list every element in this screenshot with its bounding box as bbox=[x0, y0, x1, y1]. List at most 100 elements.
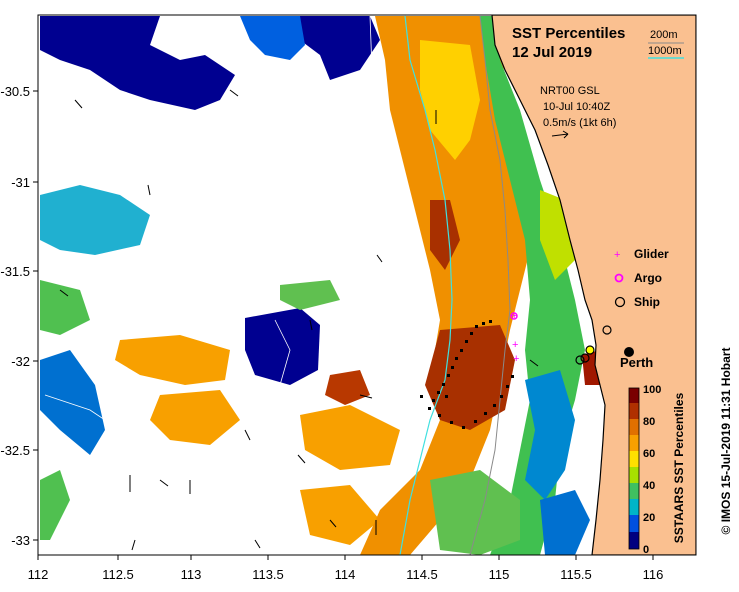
current-arrow bbox=[529, 359, 539, 367]
perth-label: Perth bbox=[620, 355, 653, 370]
x-axis-labels: 112 112.5 113 113.5 114 114.5 115 115.5 … bbox=[28, 567, 664, 582]
glider-legend-symbol: + bbox=[614, 249, 620, 261]
sst-patch-n-cold bbox=[300, 16, 380, 80]
axis-ticks bbox=[33, 90, 654, 560]
current-scale-arrow bbox=[551, 133, 569, 137]
map-date: 12 Jul 2019 bbox=[512, 44, 592, 61]
colorbar-bin bbox=[629, 499, 639, 515]
colorbar-tick: 40 bbox=[643, 480, 655, 492]
current-arrow bbox=[59, 289, 69, 297]
current-legend: NRT00 GSL 10-Jul 10:40Z 0.5m/s (1kt 6h) bbox=[540, 85, 616, 139]
land-mass bbox=[491, 15, 696, 555]
glider-track bbox=[420, 320, 514, 429]
y-tick-label: -32 bbox=[11, 354, 30, 369]
perth-marker bbox=[624, 347, 634, 357]
plot-frame bbox=[37, 14, 697, 556]
x-tick-label: 114.5 bbox=[406, 567, 438, 582]
ship-marker bbox=[580, 353, 590, 363]
x-tick-label: 115 bbox=[489, 567, 510, 582]
x-tick-label: 113 bbox=[181, 567, 202, 582]
credit-text: © IMOS 15-Jul-2019 11:31 Hobart bbox=[719, 348, 733, 535]
isobath-1000m-label: 1000m bbox=[648, 45, 682, 57]
current-arrow bbox=[376, 254, 383, 263]
isobath-legend: 200m 1000m bbox=[648, 29, 684, 59]
sst-patch-w-mixed bbox=[40, 185, 150, 255]
current-arrow bbox=[329, 519, 337, 528]
sst-patch-south-blue bbox=[540, 490, 590, 555]
platform-markers: + + + bbox=[510, 310, 612, 365]
sst-patch-c-green bbox=[280, 280, 340, 310]
colorbar-tick: 80 bbox=[643, 416, 655, 428]
isobath-west-2 bbox=[274, 319, 291, 386]
colorbar-bin bbox=[629, 388, 639, 403]
current-arrow bbox=[74, 99, 83, 109]
x-tick-label: 113.5 bbox=[252, 567, 284, 582]
glider-marker: + bbox=[512, 339, 518, 351]
sst-field bbox=[40, 16, 602, 555]
isobath-200m bbox=[469, 15, 511, 555]
colorbar-title: SSTAARS SST Percentiles bbox=[672, 392, 686, 543]
plot-area: + + + bbox=[38, 15, 696, 555]
x-tick-label: 112 bbox=[28, 567, 49, 582]
ship-marker bbox=[602, 325, 612, 335]
isobath-200m-label: 200m bbox=[650, 29, 678, 41]
sst-patch-c-orange-1 bbox=[115, 335, 230, 385]
argo-legend-symbol bbox=[614, 273, 624, 283]
y-tick-label: -33 bbox=[11, 533, 30, 548]
colorbar-tick: 0 bbox=[643, 544, 649, 556]
sst-patch-n-mid bbox=[240, 16, 305, 60]
current-arrow bbox=[359, 394, 373, 399]
x-tick-label: 114 bbox=[335, 567, 356, 582]
ship-legend-label: Ship bbox=[634, 295, 660, 309]
sst-patch-c-orange-3 bbox=[300, 405, 400, 470]
isobath-1000m bbox=[399, 15, 453, 555]
current-arrow bbox=[229, 89, 239, 97]
argo-legend-label: Argo bbox=[634, 271, 662, 285]
y-tick-label: -31.5 bbox=[0, 264, 30, 279]
current-vectors bbox=[59, 89, 539, 551]
colorbar-tick: 60 bbox=[643, 448, 655, 460]
ship-marker bbox=[575, 355, 585, 365]
colorbar-bin bbox=[629, 419, 639, 435]
glider-legend-label: Glider bbox=[634, 247, 669, 261]
sst-patch-w-green bbox=[40, 280, 90, 335]
colorbar-bin bbox=[629, 403, 639, 419]
x-tick-label: 115.5 bbox=[560, 567, 592, 582]
current-arrow bbox=[297, 454, 306, 464]
sst-patch-sw-blue bbox=[40, 350, 105, 455]
glider-marker: + bbox=[511, 310, 517, 322]
isobath-west-3 bbox=[44, 394, 121, 431]
colorbar-frame bbox=[628, 387, 640, 550]
colorbar-tick: 100 bbox=[643, 384, 661, 396]
x-tick-label: 116 bbox=[643, 567, 664, 582]
current-arrow bbox=[159, 479, 169, 487]
ship-legend-symbol bbox=[614, 296, 626, 308]
y-tick-label: -32.5 bbox=[0, 443, 30, 458]
sst-patch-shelf-yellow bbox=[420, 40, 480, 160]
ship-marker bbox=[585, 345, 595, 355]
sst-patch-sw-green bbox=[40, 470, 70, 540]
colorbar-bin bbox=[629, 483, 639, 499]
colorbar-bin bbox=[629, 532, 639, 549]
y-axis-labels: -30.5 -31 -31.5 -32 -32.5 -33 bbox=[0, 84, 30, 548]
sst-patch-c-orange-4 bbox=[300, 485, 380, 545]
y-tick-label: -31 bbox=[11, 175, 30, 190]
sst-patch-shelf-orange bbox=[360, 16, 535, 555]
current-arrow bbox=[131, 539, 136, 551]
platform-legend: + Glider Argo Ship bbox=[614, 247, 669, 309]
sst-patch-nearshore-blue bbox=[525, 370, 575, 500]
current-arrow bbox=[244, 429, 251, 441]
current-scale-arrowhead bbox=[562, 130, 569, 139]
current-arrow bbox=[254, 539, 261, 549]
current-scale: 0.5m/s (1kt 6h) bbox=[543, 117, 616, 129]
sst-patch-c-orange-2 bbox=[150, 390, 240, 445]
y-tick-label: -30.5 bbox=[0, 84, 30, 99]
current-time: 10-Jul 10:40Z bbox=[543, 101, 611, 113]
colorbar-bin bbox=[629, 435, 639, 451]
map-title: SST Percentiles bbox=[512, 25, 625, 42]
current-arrow bbox=[309, 319, 313, 331]
x-tick-label: 112.5 bbox=[102, 567, 134, 582]
colorbar-bin bbox=[629, 451, 639, 467]
glider-marker: + bbox=[513, 353, 519, 365]
